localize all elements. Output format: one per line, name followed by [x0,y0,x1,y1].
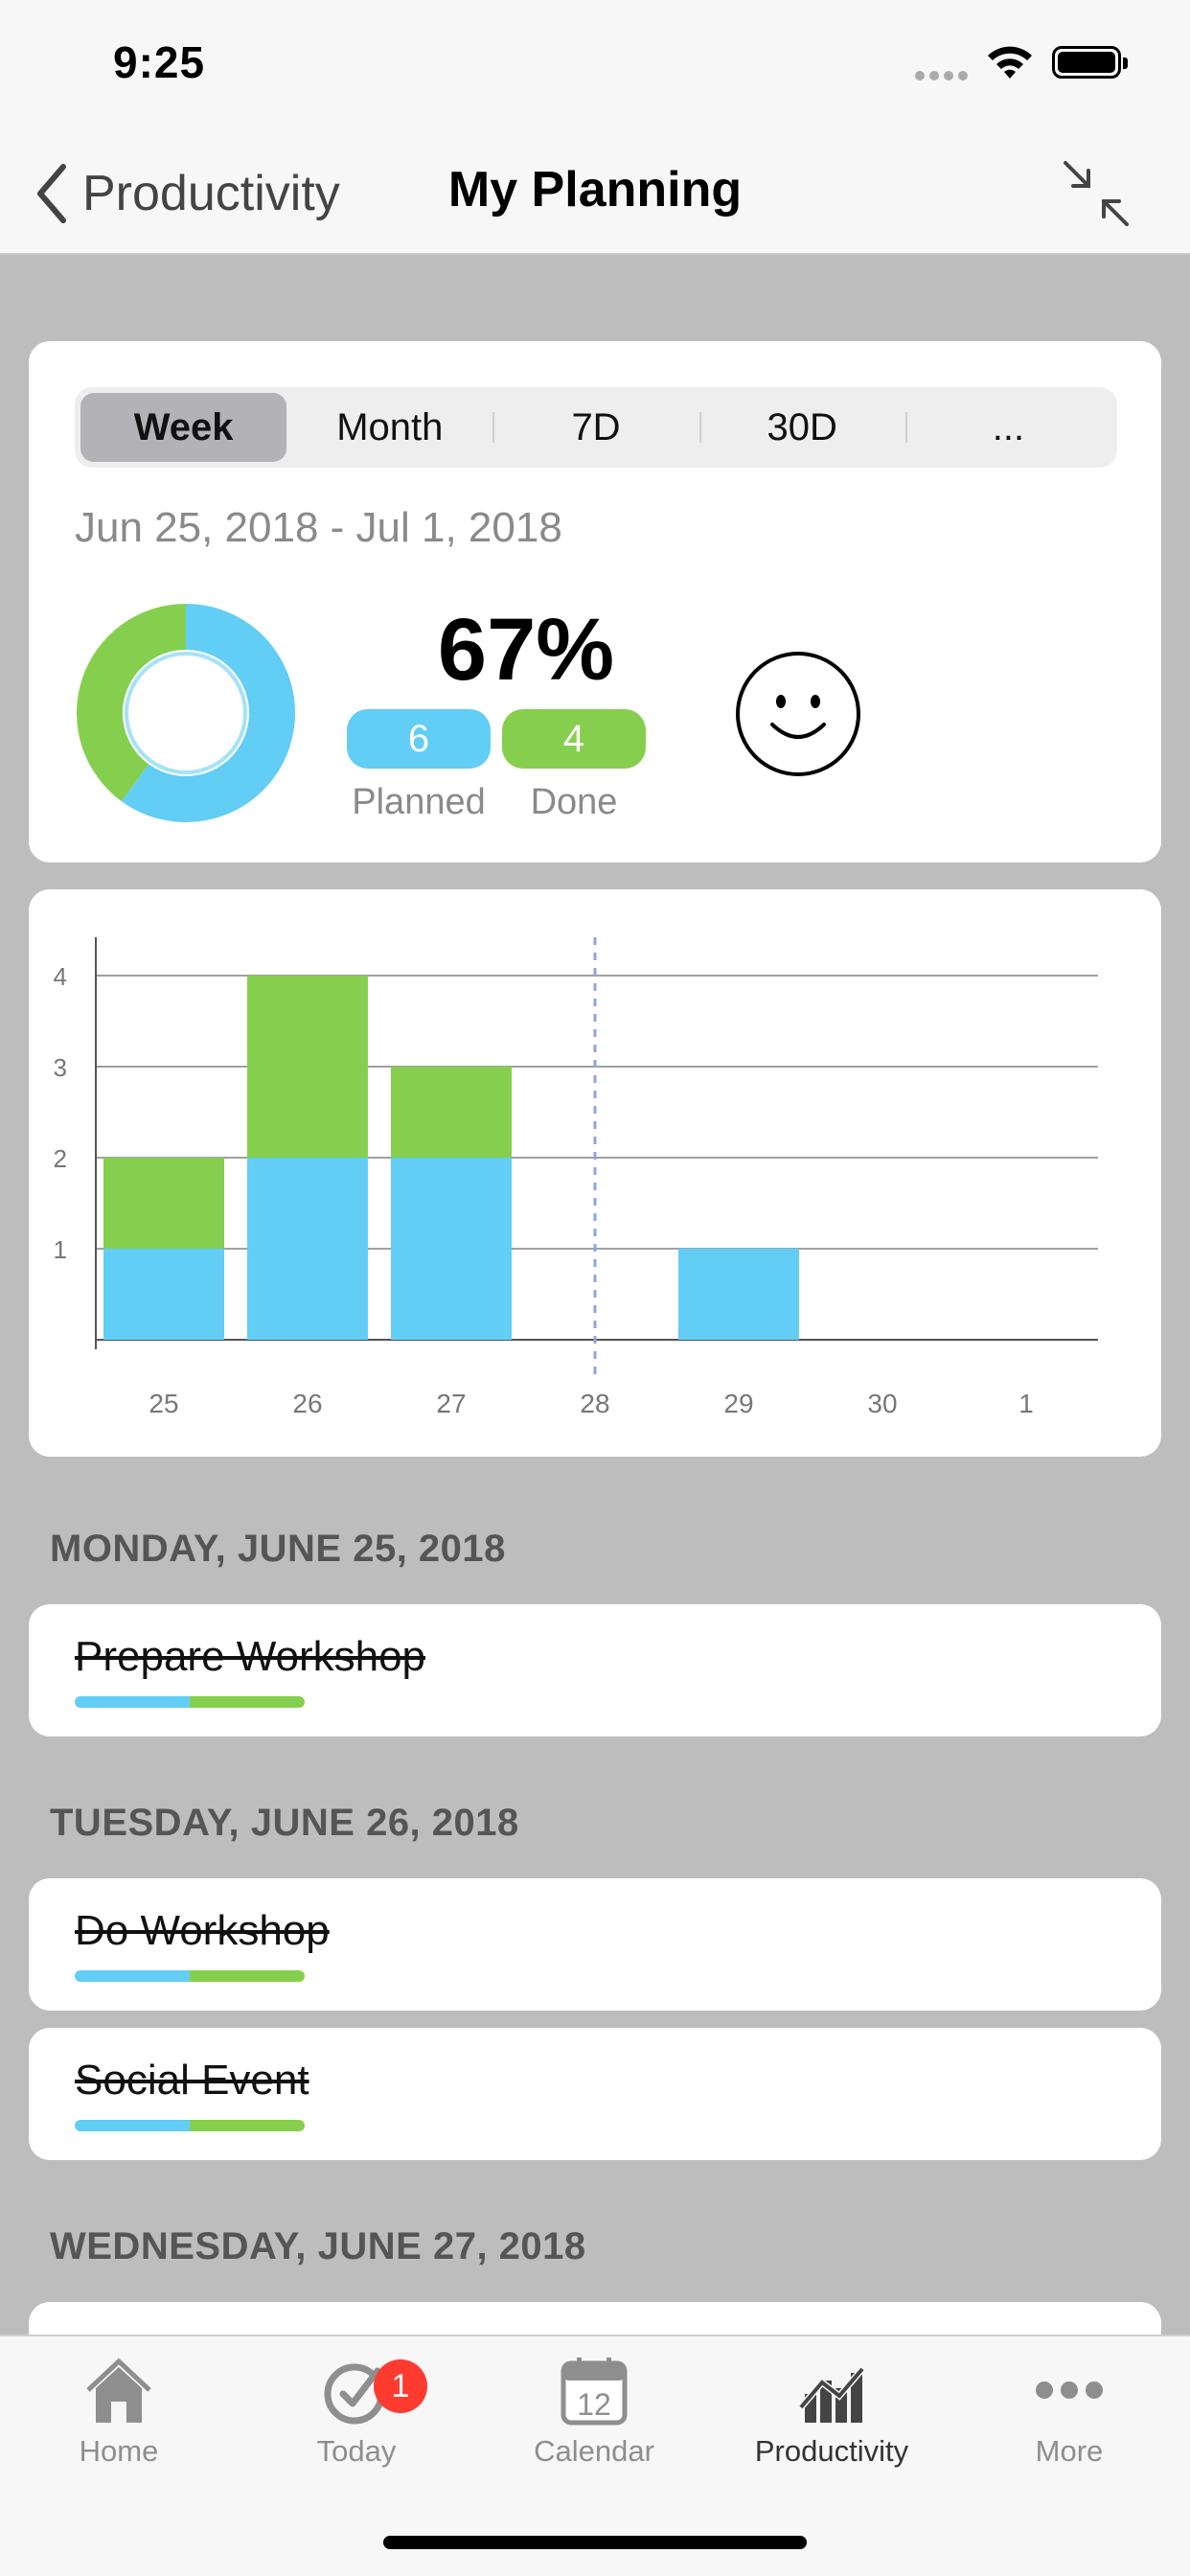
bar-26-series-1 [247,976,368,1158]
task-title: Social Event [75,2057,309,2104]
today-badge: 1 [374,2359,427,2413]
donut-hole [125,652,247,774]
task-item[interactable]: Social Event [29,2028,1161,2160]
section-header: TUESDAY, JUNE 26, 2018 [50,1802,519,1844]
task-item[interactable]: Prepare Workshop [29,1604,1161,1736]
section-header: WEDNESDAY, JUNE 27, 2018 [50,2225,586,2267]
tab-productivity[interactable]: Productivity [713,2354,950,2497]
weekly-chart-card: 1 2 3 4 25 26 27 28 29 30 1 [29,889,1161,1457]
task-title: Prepare Workshop [75,1633,426,1680]
segment-week[interactable]: Week [80,393,287,462]
date-range: Jun 25, 2018 - Jul 1, 2018 [75,504,562,551]
calendar-icon: 12 [561,2358,628,2426]
cellular-signal-icon [915,71,968,80]
tab-label: Home [79,2434,159,2468]
home-indicator [383,2536,807,2549]
tab-more[interactable]: More [950,2354,1188,2497]
done-segment [190,2120,305,2131]
segment-month[interactable]: Month [336,405,444,448]
x-tick-label: 26 [292,1389,322,1418]
back-button-label: Productivity [82,166,340,221]
bar-27-series-0 [391,1158,512,1340]
bar-26-series-0 [247,1158,368,1340]
done-segment [190,1696,305,1708]
x-tick-label: 28 [580,1389,609,1418]
tab-label: Calendar [534,2434,654,2468]
x-tick-label: 29 [723,1389,753,1418]
completion-percent: 67% [437,601,615,699]
navigation-bar: Productivity My Planning [0,134,1190,255]
smiley-face-icon [736,652,860,776]
done-count-badge: 4 [502,709,646,769]
wifi-icon [988,46,1032,79]
back-button[interactable]: Productivity [34,155,340,232]
bar-25-series-1 [103,1158,224,1249]
task-progress-bar [75,1696,305,1708]
y-tick-label: 2 [54,1144,67,1173]
bar-29-series-0 [678,1249,799,1340]
weekly-stacked-bar-chart: 1 2 3 4 25 26 27 28 29 30 1 [54,937,1098,1418]
tab-label: Today [316,2434,397,2468]
planned-segment [75,1970,190,1982]
donut-done-slice [77,604,187,802]
more-icon [1036,2381,1103,2399]
x-tick-label: 27 [436,1389,466,1418]
done-segment [190,1970,305,1982]
collapse-icon[interactable] [1060,157,1133,230]
planned-segment [75,2120,190,2131]
segment-7d[interactable]: 7D [492,393,698,462]
planned-label: Planned [352,782,486,822]
task-title: Do Workshop [75,1907,330,1954]
tab-calendar[interactable]: 12 Calendar [475,2354,713,2497]
y-tick-label: 1 [54,1235,67,1264]
y-tick-label: 3 [54,1053,67,1082]
segment-30d[interactable]: 30D [698,393,905,462]
status-bar: 9:25 [0,0,1190,134]
planned-count-badge: 6 [347,709,491,769]
task-item[interactable]: Do Workshop [29,1878,1161,2011]
x-tick-label: 25 [149,1389,178,1418]
tab-label: More [1035,2434,1104,2468]
bar-25-series-0 [103,1249,224,1340]
tab-label: Productivity [754,2434,909,2468]
productivity-icon [798,2366,865,2423]
donut-planned-slice [122,604,295,822]
home-icon [86,2358,151,2423]
period-segmented-control: Week Month 7D 30D... [75,387,1117,468]
segment-more[interactable]: ... [904,393,1111,462]
battery-icon [1052,46,1128,79]
tab-today[interactable]: 1 Today [238,2354,475,2497]
tab-home[interactable]: Home [0,2354,238,2497]
y-tick-label: 4 [54,962,67,991]
x-tick-label: 30 [867,1389,897,1418]
page-title: My Planning [447,162,743,218]
calendar-day-number: 12 [577,2387,611,2422]
x-tick-label: 1 [1018,1389,1034,1418]
task-progress-bar [75,2120,305,2131]
done-label: Done [530,782,618,822]
completion-donut-chart [77,604,295,822]
section-header: MONDAY, JUNE 25, 2018 [50,1528,506,1570]
task-progress-bar [75,1970,305,1982]
summary-card: Week Month 7D 30D... Jun 25, 2018 - Jul 1, … [29,341,1161,862]
status-time: 9:25 [113,37,206,87]
bar-27-series-1 [391,1067,512,1158]
chevron-left-icon [37,164,66,223]
planned-segment [75,1696,190,1708]
